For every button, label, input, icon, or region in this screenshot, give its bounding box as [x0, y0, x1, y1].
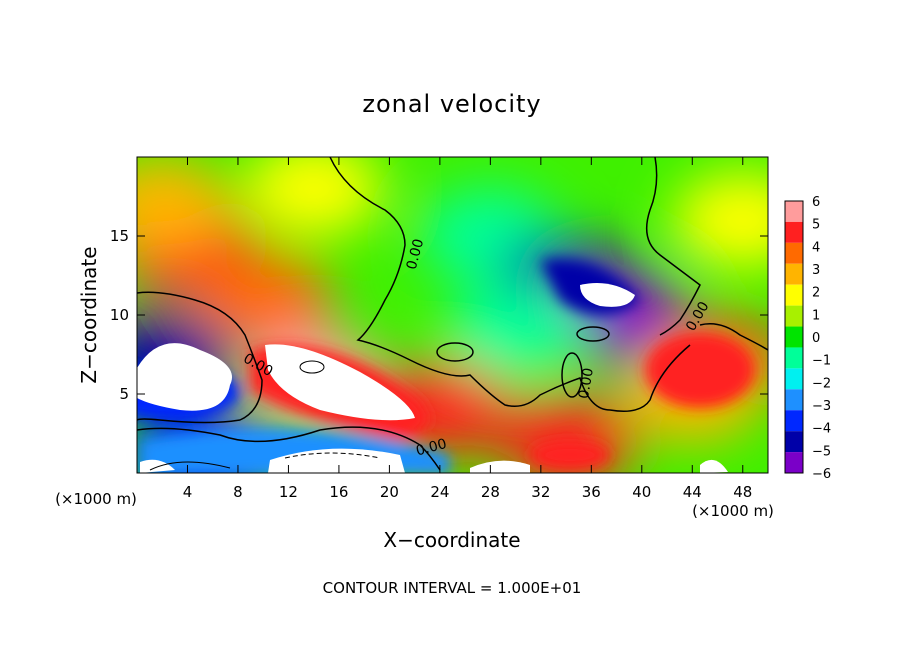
colorbar-label: −1 [812, 354, 831, 369]
x-tick-label: 28 [481, 483, 500, 501]
x-tick-label: 24 [430, 483, 449, 501]
velocity-region [672, 172, 768, 269]
colorbar-label: 5 [812, 218, 820, 233]
colorbar-swatch [785, 263, 803, 285]
x-tick-label: 44 [683, 483, 702, 501]
colorbar-swatch [785, 389, 803, 411]
x-tick-label: 48 [733, 483, 752, 501]
colorbar-swatch [785, 201, 803, 222]
contour-label: 0.00 [414, 436, 448, 460]
velocity-region [137, 157, 233, 253]
x-tick-label: 32 [531, 483, 550, 501]
colorbar-label: −6 [812, 467, 831, 482]
x-tick-label: 12 [279, 483, 298, 501]
y-axis-title: Z−coordinate [77, 246, 101, 383]
colorbar-label: 4 [812, 240, 820, 255]
colorbar-swatch [785, 305, 803, 327]
colorbar-frame [784, 200, 804, 474]
colorbar-label: −3 [812, 399, 831, 414]
colorbar-label: −5 [812, 444, 831, 459]
contour-label: 0.00 [404, 237, 428, 271]
colorbar-swatch [785, 347, 803, 369]
contour-interval-footer: CONTOUR INTERVAL = 1.000E+01 [323, 579, 582, 597]
velocity-region [243, 157, 384, 237]
y-tick-label: 5 [119, 385, 129, 403]
colorbar-label: 1 [812, 308, 820, 323]
colorbar-swatch [785, 221, 803, 243]
y-tick-label: 15 [110, 227, 129, 245]
x-tick-label: 36 [582, 483, 601, 501]
thin-contours [149, 360, 325, 471]
colorbar-label: 6 [812, 195, 820, 210]
x-unit-label-right: (×1000 m) [692, 502, 774, 520]
colorbar: 6 5 4 3 2 1 0 −1 −2 −3 −4 −5 −6 [784, 195, 831, 482]
x-axis-title: X−coordinate [383, 528, 520, 552]
x-tick-label: 20 [380, 483, 399, 501]
x-axis: 4 8 12 16 20 24 28 32 36 40 44 48 [183, 157, 752, 501]
velocity-region [445, 282, 586, 379]
colorbar-swatch [785, 452, 803, 473]
zero-contours [137, 157, 768, 471]
colorbar-label: 2 [812, 286, 820, 301]
colorbar-swatch [785, 242, 803, 264]
velocity-region [193, 251, 334, 348]
colorbar-swatch [785, 368, 803, 390]
x-tick-label: 8 [233, 483, 243, 501]
y-axis: 5 10 15 [110, 227, 768, 403]
negative-contours [284, 452, 381, 459]
colorbar-label: 0 [812, 331, 820, 346]
colorbar-label: −4 [812, 422, 831, 437]
x-unit-label: (×1000 m) [55, 490, 137, 508]
contour-label: 0.00 [576, 367, 597, 400]
heatmap-field: 0.00 0.00 0.00 0.00 0.00 [137, 157, 768, 473]
colorbar-swatch [785, 410, 803, 432]
y-tick-label: 10 [110, 306, 129, 324]
x-tick-label: 40 [632, 483, 651, 501]
colorbar-label: 3 [812, 263, 820, 278]
chart-title: zonal velocity [362, 90, 541, 118]
colorbar-swatch [785, 326, 803, 348]
colorbar-swatch [785, 284, 803, 306]
colorbar-swatch [785, 431, 803, 453]
x-tick-label: 16 [329, 483, 348, 501]
colorbar-label: −2 [812, 376, 831, 391]
x-tick-label: 4 [183, 483, 193, 501]
